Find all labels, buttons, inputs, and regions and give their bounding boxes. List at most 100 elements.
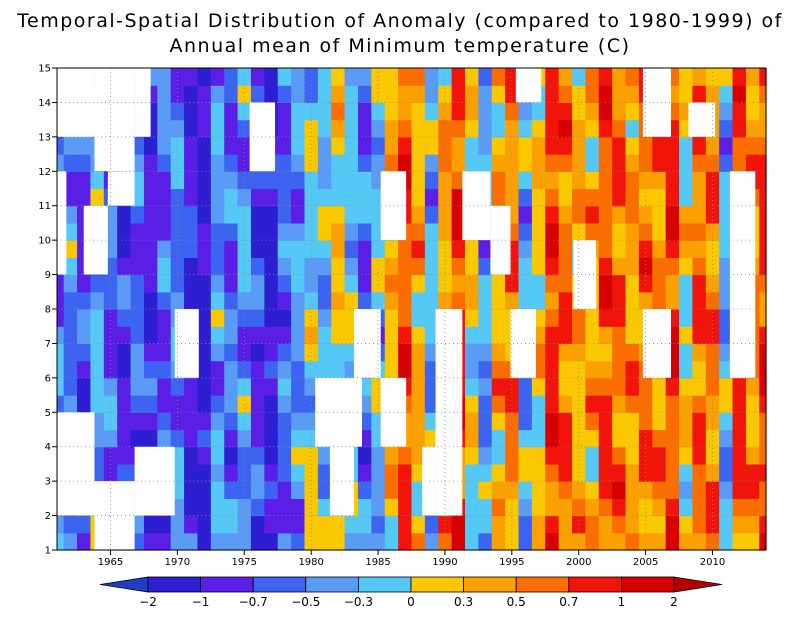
heatmap-cell bbox=[291, 102, 306, 121]
heatmap-cell bbox=[63, 343, 78, 362]
heatmap-cell bbox=[291, 257, 306, 276]
heatmap-cell bbox=[759, 377, 767, 396]
heatmap-cell bbox=[170, 395, 185, 413]
heatmap-cell bbox=[545, 257, 560, 276]
heatmap-cell bbox=[545, 119, 560, 138]
heatmap-cell bbox=[224, 222, 239, 241]
heatmap-cell bbox=[317, 136, 332, 155]
heatmap-cell bbox=[585, 188, 600, 207]
heatmap-cell bbox=[652, 532, 667, 551]
heatmap-cell bbox=[357, 515, 372, 534]
heatmap-cell bbox=[612, 274, 627, 293]
heatmap-cell bbox=[719, 171, 734, 190]
heatmap-cell bbox=[411, 136, 426, 155]
heatmap-cell bbox=[331, 291, 346, 310]
heatmap-cell bbox=[732, 119, 747, 138]
heatmap-cell bbox=[384, 532, 399, 551]
heatmap-cell bbox=[465, 257, 479, 276]
heatmap-cell bbox=[331, 68, 346, 86]
heatmap-cell bbox=[291, 481, 306, 499]
colorbar-label: −0.3 bbox=[344, 595, 373, 609]
heatmap-cell bbox=[598, 463, 613, 482]
heatmap-cell bbox=[598, 205, 613, 224]
heatmap-cell bbox=[197, 326, 212, 345]
heatmap-cell bbox=[357, 171, 372, 190]
heatmap-cell bbox=[237, 222, 252, 241]
heatmap-cell bbox=[652, 222, 667, 241]
heatmap-cell bbox=[398, 136, 413, 155]
heatmap-cell bbox=[719, 498, 734, 517]
heatmap-cell bbox=[679, 85, 694, 104]
heatmap-cell bbox=[585, 68, 600, 86]
heatmap-cell bbox=[545, 171, 560, 190]
heatmap-cell bbox=[63, 309, 78, 327]
heatmap-cell bbox=[705, 154, 720, 172]
heatmap-cell bbox=[331, 360, 346, 379]
heatmap-cell bbox=[558, 395, 573, 413]
heatmap-cell bbox=[491, 360, 506, 379]
heatmap-cell bbox=[692, 240, 707, 258]
heatmap-cell bbox=[612, 343, 627, 362]
heatmap-cell bbox=[759, 274, 767, 293]
heatmap-cell bbox=[719, 240, 734, 258]
heatmap-cell bbox=[224, 274, 239, 293]
heatmap-cell bbox=[398, 326, 413, 345]
heatmap-cell bbox=[612, 481, 627, 499]
y-tick-label: 10 bbox=[38, 236, 51, 247]
heatmap-cell bbox=[625, 515, 640, 534]
heatmap-cell bbox=[759, 360, 767, 379]
heatmap-cell bbox=[197, 102, 212, 121]
heatmap-cell bbox=[491, 395, 506, 413]
heatmap-cell bbox=[210, 68, 225, 86]
heatmap-cell bbox=[558, 481, 573, 499]
heatmap-cell bbox=[732, 136, 747, 155]
heatmap-cell bbox=[224, 360, 239, 379]
heatmap-cell bbox=[558, 377, 573, 396]
heatmap-cell bbox=[63, 326, 78, 345]
colorbar-box bbox=[568, 576, 622, 593]
heatmap-cell bbox=[304, 240, 319, 258]
heatmap-cell bbox=[143, 309, 158, 327]
heatmap-cell bbox=[679, 240, 694, 258]
heatmap-cell bbox=[719, 429, 734, 448]
heatmap-cell bbox=[465, 68, 479, 86]
heatmap-cell bbox=[331, 154, 346, 172]
heatmap-cell bbox=[197, 291, 212, 310]
heatmap-cell bbox=[57, 360, 65, 379]
heatmap-cell bbox=[545, 532, 560, 551]
heatmap-cell bbox=[210, 171, 225, 190]
heatmap-cell bbox=[465, 240, 479, 258]
heatmap-cell bbox=[531, 257, 546, 276]
heatmap-cell bbox=[531, 171, 546, 190]
heatmap-cell bbox=[759, 188, 767, 207]
heatmap-cell bbox=[371, 498, 386, 517]
heatmap-cell bbox=[250, 309, 265, 327]
heatmap-cell bbox=[638, 532, 653, 551]
heatmap-cell bbox=[357, 136, 372, 155]
heatmap-cell bbox=[250, 395, 265, 413]
colorbar-label: 2 bbox=[670, 595, 678, 609]
heatmap-cell bbox=[759, 429, 767, 448]
heatmap-cell bbox=[625, 85, 640, 104]
heatmap-cell bbox=[625, 274, 640, 293]
heatmap-cell bbox=[398, 446, 413, 465]
heatmap-cell bbox=[277, 154, 292, 172]
heatmap-cell bbox=[63, 136, 78, 155]
heatmap-cell bbox=[719, 205, 734, 224]
heatmap-cell bbox=[585, 85, 600, 104]
heatmap-cell bbox=[424, 309, 439, 327]
heatmap-cell bbox=[63, 532, 78, 551]
heatmap-cell bbox=[478, 360, 493, 379]
heatmap-cell bbox=[143, 257, 158, 276]
heatmap-cell bbox=[411, 515, 426, 534]
heatmap-cell bbox=[505, 136, 520, 155]
heatmap-cell bbox=[558, 222, 573, 241]
heatmap-cell bbox=[638, 274, 653, 293]
heatmap-cell bbox=[291, 68, 306, 86]
heatmap-cell bbox=[291, 377, 306, 396]
heatmap-cell bbox=[692, 498, 707, 517]
heatmap-cell bbox=[745, 429, 760, 448]
heatmap-cell bbox=[598, 429, 613, 448]
heatmap-cell bbox=[411, 119, 426, 138]
heatmap-cell bbox=[652, 395, 667, 413]
